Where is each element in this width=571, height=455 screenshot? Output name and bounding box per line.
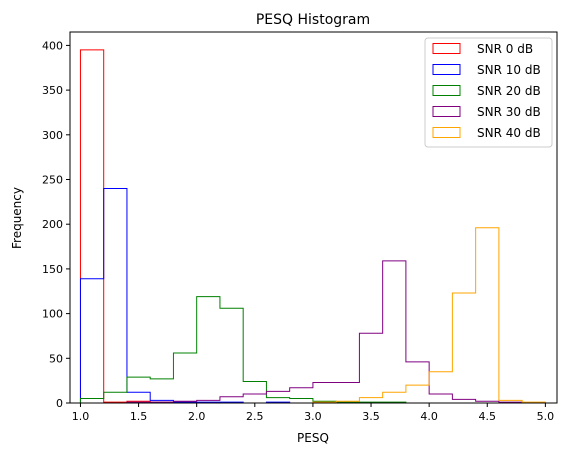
y-tick-label: 200 [42,218,63,231]
y-tick-label: 50 [49,352,63,365]
y-tick-label: 300 [42,129,63,142]
y-tick-label: 350 [42,84,63,97]
legend-swatch [432,43,461,54]
legend: SNR 0 dB SNR 10 dB SNR 20 dB SNR 30 dB SNR 4… [424,37,553,148]
x-tick-label: 1.0 [72,410,90,423]
x-axis-label: PESQ [297,431,329,445]
histogram-series-4 [312,227,546,403]
histogram-series-3 [80,260,523,404]
plot-frame [69,31,558,404]
legend-swatch [432,85,461,96]
y-tick-label: 250 [42,174,63,187]
y-tick-label: 400 [42,39,63,52]
chart-title: PESQ Histogram [256,12,370,28]
y-axis-label: Frequency [10,187,24,249]
histogram-series-1 [79,187,313,404]
legend-label: SNR 40 dB [477,126,541,140]
legend-label: SNR 30 dB [477,105,541,119]
histogram-series-2 [79,296,407,403]
histogram-series-0 [79,49,198,403]
x-tick-label: 1.5 [130,410,148,423]
legend-label: SNR 0 dB [477,42,533,56]
y-axis-ticks: 0 50 100 150 200 250 300 350 400 [42,39,70,410]
y-tick-label: 0 [56,397,63,410]
x-tick-label: 2.0 [188,410,206,423]
x-tick-label: 5.0 [537,410,555,423]
series-layer [79,49,546,404]
x-tick-label: 2.5 [246,410,264,423]
legend-label: SNR 20 dB [477,84,541,98]
x-tick-label: 3.5 [362,410,380,423]
legend-entries: SNR 0 dB SNR 10 dB SNR 20 dB SNR 30 dB SNR 4… [432,42,541,140]
x-tick-label: 4.5 [479,410,497,423]
legend-label: SNR 10 dB [477,63,541,77]
legend-frame [424,37,553,148]
x-tick-label: 4.0 [420,410,438,423]
y-tick-label: 100 [42,308,63,321]
legend-swatch [432,64,461,75]
x-axis-ticks: 1.0 1.5 2.0 2.5 3.0 3.5 4.0 4.5 5.0 [72,403,554,423]
legend-swatch [432,106,461,117]
y-tick-label: 150 [42,263,63,276]
legend-swatch [432,127,461,138]
x-tick-label: 3.0 [304,410,322,423]
